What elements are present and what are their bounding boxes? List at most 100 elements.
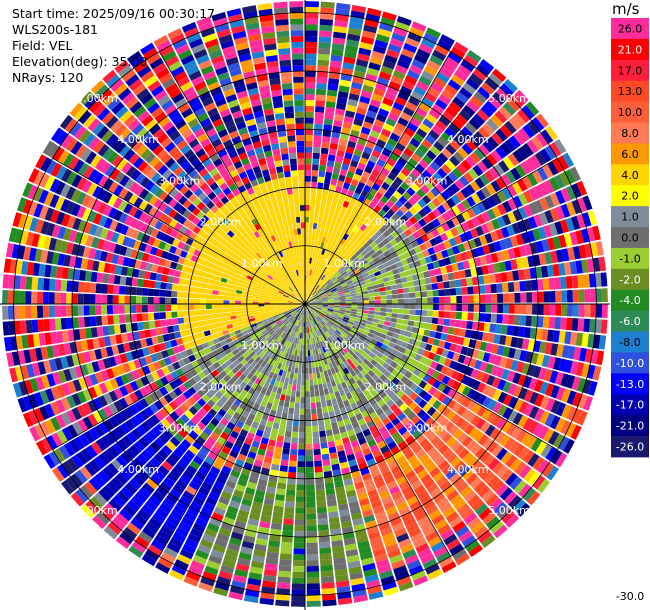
range-gate: [308, 287, 311, 293]
range-gate: [395, 278, 402, 285]
range-gate: [339, 252, 346, 259]
range-gate: [481, 332, 490, 342]
range-gate: [333, 305, 340, 308]
range-gate: [313, 276, 317, 283]
range-gate: [377, 323, 384, 329]
range-gate: [412, 327, 419, 334]
range-gate: [325, 171, 333, 179]
range-gate: [477, 434, 489, 446]
range-gate: [402, 191, 412, 201]
range-gate: [327, 321, 334, 326]
range-gate: [371, 322, 379, 327]
range-gate: [189, 286, 196, 293]
range-gate: [418, 278, 426, 286]
range-gate: [415, 309, 422, 316]
range-gate: [207, 319, 214, 325]
range-gate: [305, 146, 313, 153]
range-gate: [299, 420, 305, 427]
range-gate: [486, 196, 497, 208]
range-gate: [525, 435, 538, 449]
range-gate: [407, 157, 418, 168]
range-gate: [286, 489, 296, 497]
range-gate: [451, 118, 464, 130]
range-gate: [601, 288, 608, 303]
range-gate: [391, 289, 398, 295]
range-gate: [343, 289, 350, 294]
range-gate: [422, 214, 432, 224]
range-gate: [294, 519, 305, 526]
range-gate: [411, 59, 426, 70]
range-gate: [461, 199, 471, 210]
range-gate: [153, 296, 160, 304]
range-gate: [457, 354, 466, 364]
range-gate: [529, 154, 542, 169]
range-gate: [531, 136, 544, 151]
range-gate: [316, 304, 323, 306]
range-gate: [385, 242, 393, 250]
range-gate: [505, 170, 517, 184]
range-gate: [480, 223, 490, 234]
range-gate: [376, 138, 387, 148]
range-gate: [326, 95, 337, 103]
range-gate: [311, 289, 316, 295]
range-gate: [385, 357, 393, 366]
range-gate: [445, 334, 454, 343]
range-gate: [495, 177, 507, 190]
range-gate: [316, 71, 328, 78]
range-gate: [330, 260, 336, 267]
range-gate: [332, 293, 339, 297]
range-gate: [342, 200, 350, 208]
range-gate: [307, 257, 310, 264]
range-gate: [344, 50, 357, 59]
range-gate: [388, 341, 396, 349]
range-gate: [593, 334, 601, 349]
range-gate: [414, 353, 423, 362]
range-gate: [357, 53, 370, 62]
range-gate: [322, 301, 329, 303]
range-gate: [364, 19, 379, 28]
range-gate: [415, 297, 422, 304]
range-gate: [305, 292, 308, 299]
range-gate: [329, 142, 338, 150]
range-gate: [321, 309, 328, 313]
range-gate: [317, 518, 329, 526]
range-gate: [322, 130, 332, 137]
range-gate: [410, 267, 418, 275]
range-gate: [323, 276, 329, 283]
range-gate: [359, 157, 369, 166]
range-gate: [439, 34, 455, 46]
range-gate: [343, 240, 350, 248]
range-gate: [101, 294, 108, 304]
range-gate: [320, 564, 334, 572]
range-gate: [445, 186, 456, 197]
range-gate: [292, 565, 305, 573]
range-gate: [325, 290, 332, 295]
range-gate: [436, 372, 446, 382]
range-gate: [345, 45, 358, 53]
range-gate: [453, 41, 469, 54]
range-gate: [571, 215, 581, 230]
range-gate: [392, 101, 405, 112]
range-gate: [321, 582, 335, 590]
range-gate: [360, 284, 367, 289]
range-gate: [353, 322, 360, 328]
range-gate: [306, 496, 316, 503]
range-gate: [357, 162, 366, 171]
range-gate: [538, 182, 550, 196]
range-gate: [560, 317, 567, 330]
range-gate: [416, 362, 425, 371]
range-gate: [305, 443, 313, 450]
range-gate: [294, 408, 300, 415]
range-gate: [312, 425, 319, 432]
range-gate: [314, 240, 318, 247]
range-gate: [335, 108, 346, 116]
range-gate: [212, 289, 219, 295]
range-gate: [310, 302, 317, 304]
range-gate: [332, 313, 339, 317]
range-gate: [380, 299, 387, 304]
range-gate: [322, 135, 331, 143]
range-gate: [223, 295, 230, 301]
range-gate: [314, 284, 319, 290]
range-gate: [307, 275, 310, 281]
range-gate: [293, 414, 300, 421]
